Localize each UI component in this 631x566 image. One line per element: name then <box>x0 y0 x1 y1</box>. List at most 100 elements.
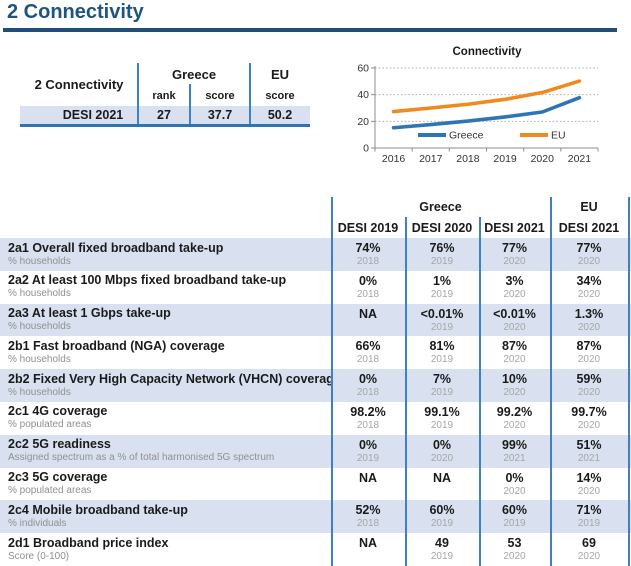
cell-year: 2020 <box>503 321 526 333</box>
connectivity-chart-container: Connectivity 0 20 40 60 2016 2017 2018 2019 2020… <box>348 42 630 172</box>
cell-value: 1.3% <box>574 306 604 321</box>
cell-year: 2019 <box>430 419 454 431</box>
row-label: 2c1 4G coverage% populated areas <box>0 402 331 435</box>
row-label-unit: % populated areas <box>8 419 92 431</box>
table-cell: 0% 2020 <box>479 468 550 501</box>
cell-value: NA <box>358 536 378 551</box>
summary-eu-header: EU <box>270 66 290 82</box>
indicator-table-body: 2a1 Overall fixed broadband take-up% hou… <box>0 238 631 566</box>
table-row: 2b1 Fast broadband (NGA) coverage% house… <box>0 336 631 369</box>
cell-year: 2020 <box>503 256 526 267</box>
legend-label-eu: EU <box>551 130 566 142</box>
row-label: 2a2 At least 100 Mbps fixed broadband ta… <box>0 271 331 304</box>
cell-year: 2020 <box>577 354 601 366</box>
table-divider <box>550 197 552 566</box>
cell-year: 2019 <box>503 518 526 530</box>
page-title: 2 Connectivity <box>7 1 144 23</box>
summary-bottom-border <box>20 124 310 127</box>
table-cell: 34% 2020 <box>550 271 628 304</box>
cell-value: 69 <box>582 536 596 551</box>
table-cell: 0% 2018 <box>331 271 405 304</box>
chart-line-eu <box>391 79 582 114</box>
cell-value: 60% <box>429 503 455 518</box>
cell-year: 2020 <box>430 452 454 464</box>
table-col-header-desi2019: DESI 2019 <box>337 220 399 235</box>
table-cell: 60% 2019 <box>479 500 550 533</box>
cell-year: 2018 <box>356 419 380 431</box>
cell-value: 99.1% <box>424 404 460 419</box>
row-label: 2a3 At least 1 Gbps take-up% households <box>0 304 331 337</box>
row-label-unit: % individuals <box>8 517 67 529</box>
x-tick-label: 2021 <box>568 153 592 165</box>
cell-value: <0.01% <box>493 306 536 321</box>
chart-line-greece <box>391 95 582 130</box>
table-row: 2c3 5G coverage% populated areas NA NA 0% 20… <box>0 468 631 501</box>
row-label-unit: Score (0-100) <box>8 550 70 562</box>
cell-value: 52% <box>355 503 381 518</box>
cell-value: 34% <box>576 273 602 288</box>
cell-value: 98.2% <box>350 404 386 419</box>
cell-year: 2019 <box>577 518 601 530</box>
cell-value: 81% <box>429 339 455 354</box>
table-cell: 7% 2019 <box>405 369 479 402</box>
summary-rank-value: 27 <box>157 108 171 122</box>
summary-eu-score-header: score <box>265 89 295 102</box>
cell-year: 2020 <box>503 288 526 300</box>
table-row: 2b2 Fixed Very High Capacity Network (VH… <box>0 369 631 402</box>
row-label-title: 2a2 At least 100 Mbps fixed broadband ta… <box>8 273 287 288</box>
table-col-header-eu-desi2021: DESI 2021 <box>558 220 620 235</box>
row-label-title: 2a3 At least 1 Gbps take-up <box>8 306 171 321</box>
table-cell: 59% 2020 <box>550 369 628 402</box>
table-cell: 0% 2018 <box>331 369 405 402</box>
x-tick-label: 2019 <box>493 153 517 165</box>
cell-value: 53 <box>507 536 522 551</box>
cell-value: 0% <box>505 470 524 485</box>
cell-value: 71% <box>576 503 602 518</box>
table-cell: NA <box>331 533 405 566</box>
table-cell: 77% 2020 <box>550 238 628 271</box>
table-cell: 77% 2020 <box>479 238 550 271</box>
summary-greece-score-value: 37.7 <box>207 108 233 122</box>
summary-score-header: score <box>205 89 235 102</box>
row-label: 2c2 5G readiness Assigned spectrum as a %… <box>0 435 331 468</box>
cell-value: 66% <box>355 339 381 354</box>
row-label: 2c3 5G coverage% populated areas <box>0 468 331 501</box>
table-cell: 10% 2020 <box>479 369 550 402</box>
row-label-unit: % households <box>8 255 71 267</box>
row-label-title: 2c2 5G readiness <box>8 437 111 452</box>
table-row: 2d1 Broadband price index Score (0-100) NA… <box>0 533 631 566</box>
table-cell: 49 2019 <box>405 533 479 566</box>
row-label-unit: % populated areas <box>8 485 92 497</box>
cell-year: 2018 <box>356 288 380 300</box>
y-tick-label: 20 <box>357 116 369 128</box>
row-label-title: 2c3 5G coverage <box>8 470 108 485</box>
cell-value: 87% <box>501 339 528 354</box>
summary-divider <box>137 63 139 124</box>
cell-year: 2018 <box>356 256 380 267</box>
cell-value: 0% <box>432 437 452 452</box>
cell-value: 14% <box>576 470 602 485</box>
table-cell: 98.2% 2018 <box>331 402 405 435</box>
cell-year: 2020 <box>503 419 526 431</box>
table-cell: 53 2020 <box>479 533 550 566</box>
legend-label-greece: Greece <box>449 130 484 142</box>
summary-rank-header: rank <box>152 89 176 102</box>
table-col-header-desi2021: DESI 2021 <box>484 220 545 235</box>
cell-year: 2018 <box>356 387 380 399</box>
cell-year: 2019 <box>430 256 454 267</box>
y-tick-label: 0 <box>363 143 369 155</box>
table-cell: 81% 2019 <box>405 336 479 369</box>
cell-year: 2020 <box>577 551 601 563</box>
cell-value: 99.7% <box>571 404 607 419</box>
indicator-table: Greece EU DESI 2019 DESI 2020 DESI 2021 … <box>0 197 631 566</box>
table-cell: NA <box>331 304 405 337</box>
row-label-unit: Assigned spectrum as a % of total harmon… <box>8 452 275 464</box>
row-label-title: 2a1 Overall fixed broadband take-up <box>8 240 224 255</box>
table-row: 2a1 Overall fixed broadband take-up% hou… <box>0 238 631 271</box>
cell-year: 2020 <box>577 321 601 333</box>
cell-year: 2020 <box>577 288 601 300</box>
table-cell: 99% 2021 <box>479 435 550 468</box>
table-cell: 60% 2019 <box>405 500 479 533</box>
cell-value: 60% <box>501 503 528 518</box>
row-label: 2b1 Fast broadband (NGA) coverage% house… <box>0 336 331 369</box>
